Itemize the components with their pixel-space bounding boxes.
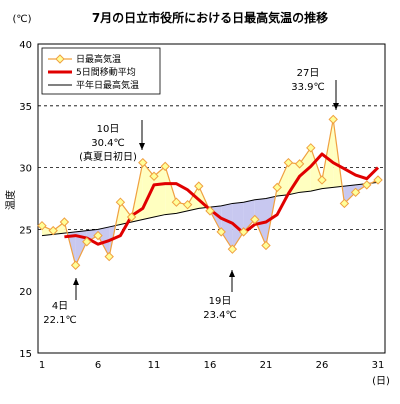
annotation-text: 19日 — [209, 296, 232, 307]
chart-title: 7月の日立市役所における日最高気温の推移 — [92, 10, 328, 25]
annotation-text: 22.1℃ — [43, 315, 77, 326]
data-point — [70, 260, 81, 270]
data-point — [362, 180, 372, 190]
data-point — [306, 143, 316, 153]
data-point — [37, 220, 47, 231]
annotation: 19日 23.4℃ — [203, 270, 237, 321]
data-point — [250, 214, 260, 225]
data-point — [339, 198, 350, 209]
y-axis-label: 温度 — [4, 190, 17, 210]
y-tick-label: 20 — [19, 287, 32, 298]
data-point — [227, 244, 238, 254]
annotation-arrow-head — [333, 103, 339, 110]
data-point — [317, 175, 327, 185]
data-point — [182, 199, 193, 210]
annotation-text: 4日 — [52, 301, 68, 312]
data-point — [350, 187, 361, 198]
annotation-arrow-head — [229, 270, 235, 277]
data-point — [126, 212, 137, 222]
legend-entry: 日最高気温 — [76, 53, 121, 65]
y-tick-label: 25 — [19, 225, 32, 236]
plot-frame — [37, 43, 386, 354]
fill-above-normal — [42, 225, 54, 236]
data-point — [82, 237, 92, 247]
data-point — [283, 157, 294, 168]
annotation: 27日 33.9℃ — [291, 68, 339, 110]
annotation-text: 30.4℃ — [91, 138, 125, 149]
fill-below-normal — [232, 202, 244, 250]
legend-entry: 5日間移動平均 — [76, 66, 136, 78]
y-tick-label: 15 — [19, 349, 32, 360]
x-tick-label: 11 — [148, 360, 161, 371]
fill-above-normal — [154, 166, 166, 218]
annotation-text: 10日 — [97, 124, 120, 135]
data-point — [328, 114, 338, 125]
data-point — [59, 217, 70, 227]
x-tick-label: 1 — [39, 360, 45, 371]
data-point — [238, 227, 249, 237]
y-tick-label: 35 — [19, 102, 32, 113]
fill-below-normal — [75, 230, 87, 266]
data-point — [171, 197, 182, 207]
data-point — [205, 206, 215, 216]
data-point — [160, 161, 170, 172]
legend-swatch-marker — [55, 54, 65, 64]
data-point — [373, 175, 383, 185]
data-point — [104, 251, 114, 262]
data-point — [93, 230, 103, 241]
annotation: 4日 22.1℃ — [43, 278, 79, 326]
x-tick-label: 6 — [95, 360, 101, 371]
annotation-text: 23.4℃ — [203, 310, 237, 321]
legend-entry: 平年日最高気温 — [76, 79, 139, 91]
data-point — [149, 171, 159, 181]
data-point — [272, 182, 282, 193]
annotation-text: 33.9℃ — [291, 82, 325, 93]
annotation: 10日 30.4℃(真夏日初日) — [79, 120, 145, 163]
data-point — [138, 157, 148, 168]
x-tick-label: 21 — [260, 360, 273, 371]
annotation-text: 27日 — [297, 68, 320, 79]
data-point — [194, 181, 204, 191]
y-tick-label: 30 — [19, 164, 32, 175]
series-moving-average-line — [64, 152, 380, 246]
data-point — [294, 159, 305, 169]
annotation-text: (真夏日初日) — [79, 150, 137, 163]
annotation-arrow-head — [139, 143, 145, 150]
annotation-arrow-head — [73, 278, 79, 285]
fill-below-normal — [221, 203, 233, 250]
data-point — [216, 227, 226, 237]
x-tick-label: 26 — [316, 360, 329, 371]
x-tick-label: 16 — [204, 360, 217, 371]
fill-below-normal — [243, 199, 255, 232]
data-point — [48, 225, 58, 236]
data-point — [115, 197, 126, 207]
x-tick-label: 31 — [372, 360, 385, 371]
y-tick-label: 40 — [19, 40, 32, 51]
data-point — [261, 240, 271, 251]
fill-below-normal — [344, 184, 356, 204]
y-unit-label: (℃) — [12, 14, 31, 25]
x-unit-label: (日) — [372, 376, 390, 387]
